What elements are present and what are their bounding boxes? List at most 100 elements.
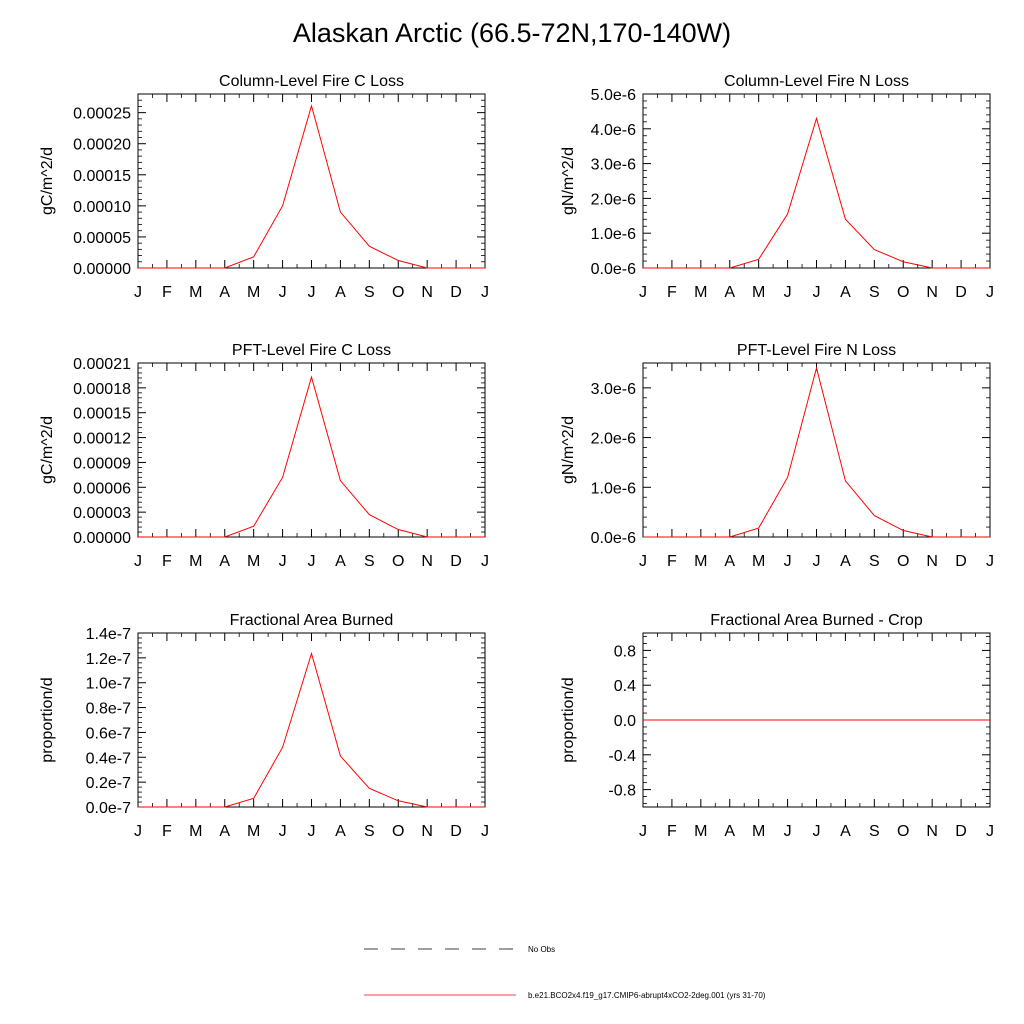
x-tick-label: J: [813, 553, 821, 570]
x-tick-label: F: [667, 553, 677, 570]
x-tick-label: A: [724, 284, 735, 301]
x-tick-label: O: [897, 823, 909, 840]
x-tick-label: M: [752, 823, 765, 840]
x-tick-label: M: [189, 823, 202, 840]
y-axis-label: proportion/d: [39, 677, 56, 762]
y-tick-label: 0.00006: [73, 480, 131, 497]
y-tick-label: 5.0e-6: [591, 87, 636, 104]
x-tick-label: J: [639, 553, 647, 570]
x-tick-label: O: [392, 823, 404, 840]
x-tick-label: J: [986, 553, 994, 570]
series-line: [643, 116, 990, 269]
y-tick-label: -0.4: [608, 748, 636, 765]
x-tick-label: M: [247, 284, 260, 301]
y-tick-label: 0.00012: [73, 431, 131, 448]
y-tick-label: 0.00015: [73, 168, 131, 185]
y-tick-label: 0.00015: [73, 406, 131, 423]
panel-title: PFT-Level Fire C Loss: [232, 342, 391, 359]
x-tick-label: J: [784, 284, 792, 301]
y-tick-label: 0.00009: [73, 455, 131, 472]
x-tick-label: M: [189, 553, 202, 570]
y-tick-label: 1.0e-6: [591, 226, 636, 243]
legend-series-label: b.e21.BCO2x4.f19_g17.CMIP6-abrupt4xCO2-2…: [528, 991, 766, 1000]
x-tick-label: J: [308, 284, 316, 301]
x-tick-label: D: [450, 553, 462, 570]
panel-title: PFT-Level Fire N Loss: [737, 342, 896, 359]
x-tick-label: N: [421, 553, 433, 570]
x-tick-label: S: [364, 553, 375, 570]
x-tick-label: N: [926, 823, 938, 840]
y-tick-label: 3.0e-6: [591, 157, 636, 174]
x-tick-label: J: [134, 823, 142, 840]
x-tick-label: M: [752, 553, 765, 570]
x-tick-label: M: [694, 284, 707, 301]
x-tick-label: M: [752, 284, 765, 301]
x-tick-label: A: [335, 553, 346, 570]
x-tick-label: S: [869, 553, 880, 570]
x-tick-label: A: [840, 823, 851, 840]
x-tick-label: J: [784, 823, 792, 840]
y-tick-label: 1.0e-7: [86, 676, 131, 693]
x-tick-label: J: [134, 553, 142, 570]
y-tick-label: 0.00005: [73, 230, 131, 247]
panel-title: Fractional Area Burned - Crop: [710, 612, 923, 629]
x-tick-label: J: [481, 823, 489, 840]
y-tick-label: 2.0e-6: [591, 191, 636, 208]
series-line: [643, 365, 990, 538]
x-tick-label: S: [364, 823, 375, 840]
x-tick-label: N: [926, 553, 938, 570]
legend-series-line: [364, 994, 516, 996]
panel-title: Column-Level Fire N Loss: [724, 73, 909, 90]
y-tick-label: 0.00025: [73, 106, 131, 123]
x-tick-label: F: [162, 553, 172, 570]
x-tick-label: J: [481, 553, 489, 570]
y-tick-label: 2.0e-6: [591, 431, 636, 448]
x-tick-label: F: [667, 823, 677, 840]
legend-no-obs-label: No Obs: [528, 945, 556, 954]
x-tick-label: N: [926, 284, 938, 301]
y-axis-label: gC/m^2/d: [39, 416, 56, 484]
x-tick-label: D: [450, 284, 462, 301]
y-tick-label: 0.6e-7: [86, 725, 131, 742]
y-tick-label: 4.0e-6: [591, 122, 636, 139]
x-tick-label: A: [840, 284, 851, 301]
y-tick-label: 0.00018: [73, 381, 131, 398]
plot-frame: [137, 632, 486, 808]
x-tick-label: D: [955, 553, 967, 570]
plot-frame: [137, 362, 486, 538]
y-tick-label: 0.8: [614, 643, 636, 660]
x-tick-label: N: [421, 284, 433, 301]
series-line: [138, 375, 485, 538]
y-tick-label: 0.0e-6: [591, 261, 636, 278]
x-tick-label: J: [813, 823, 821, 840]
y-tick-label: 0.4e-7: [86, 750, 131, 767]
y-tick-label: 0.00020: [73, 137, 131, 154]
x-tick-label: F: [162, 284, 172, 301]
y-tick-label: 0.4: [614, 678, 636, 695]
y-tick-label: 0.0e-6: [591, 530, 636, 547]
y-tick-label: -0.8: [608, 783, 636, 800]
x-tick-label: S: [364, 284, 375, 301]
x-tick-label: A: [335, 284, 346, 301]
y-axis-label: proportion/d: [560, 677, 577, 762]
x-tick-label: A: [219, 284, 230, 301]
x-tick-label: O: [897, 284, 909, 301]
y-tick-label: 0.00003: [73, 505, 131, 522]
x-tick-label: S: [869, 284, 880, 301]
x-tick-label: J: [308, 823, 316, 840]
x-tick-label: A: [840, 553, 851, 570]
x-tick-label: M: [189, 284, 202, 301]
x-tick-label: F: [162, 823, 172, 840]
y-axis-label: gC/m^2/d: [39, 147, 56, 215]
x-tick-label: J: [481, 284, 489, 301]
x-tick-label: J: [639, 823, 647, 840]
x-tick-label: J: [279, 823, 287, 840]
x-tick-label: A: [219, 823, 230, 840]
x-tick-label: J: [784, 553, 792, 570]
x-tick-label: A: [724, 823, 735, 840]
x-tick-label: D: [955, 284, 967, 301]
y-tick-label: 0.2e-7: [86, 775, 131, 792]
y-axis-label: gN/m^2/d: [560, 147, 577, 215]
